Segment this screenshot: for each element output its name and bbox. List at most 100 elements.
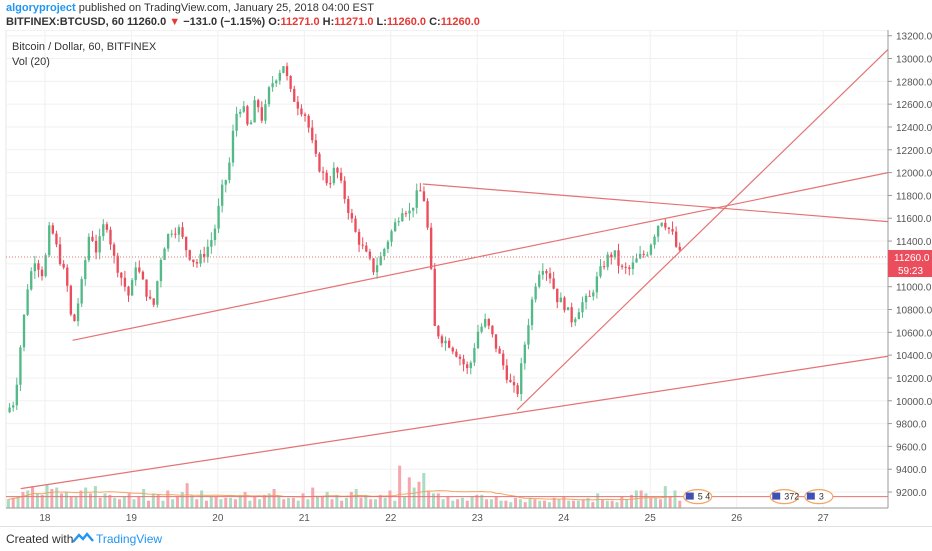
candle-up — [210, 240, 213, 247]
candle-down — [120, 272, 123, 278]
volume-bar-up — [441, 499, 445, 508]
volume-bar-down — [639, 490, 643, 508]
volume-bar-up — [354, 489, 358, 508]
candle-up — [408, 210, 411, 214]
candle-up — [393, 222, 397, 232]
axes: 9200.0 9400.0 9600.0 9800.0 10000.0 10200.0 10… — [6, 30, 932, 524]
candle-down — [426, 201, 429, 228]
volume-bar-down — [89, 493, 93, 508]
candle-down — [552, 278, 555, 289]
trendline[interactable] — [516, 48, 889, 411]
volume-bar-down — [349, 491, 353, 508]
volume-bar-up — [277, 496, 281, 508]
candle-down — [285, 66, 289, 77]
volume-bar-down — [485, 499, 489, 508]
candle-up — [534, 286, 537, 300]
chart-area[interactable]: 9200.0 9400.0 9600.0 9800.0 10000.0 10200.0 10… — [0, 29, 932, 526]
publish-line: algoryproject published on TradingView.c… — [6, 2, 374, 14]
volume-bar-down — [137, 496, 141, 508]
price-chart[interactable]: 9200.0 9400.0 9600.0 9800.0 10000.0 10200.0 10… — [0, 29, 932, 526]
candle-up — [631, 262, 635, 269]
event-badges[interactable]: 5 4 372 3 — [683, 488, 834, 505]
volume-bar-down — [233, 499, 237, 508]
tradingview-brand-link[interactable]: TradingView — [96, 532, 163, 546]
candle-up — [30, 271, 33, 290]
volume-bar-up — [451, 500, 455, 508]
trendlines[interactable] — [6, 48, 889, 498]
volume-bar-up — [547, 502, 551, 508]
candle-up — [397, 221, 400, 223]
high-label: H: — [322, 16, 335, 28]
candle-down — [357, 231, 361, 245]
candle-down — [51, 225, 55, 234]
y-tick-label: 9800.0 — [896, 420, 927, 431]
volume-bar-up — [287, 497, 291, 508]
volume-bar-down — [427, 490, 431, 508]
candle-down — [671, 229, 674, 232]
volume-bar-up — [557, 499, 561, 508]
y-tick-label: 11400.0 — [896, 237, 932, 248]
volume-bar-down — [79, 490, 83, 508]
candle-up — [577, 312, 581, 320]
candle-down — [300, 108, 303, 115]
volume-bar-up — [190, 494, 194, 508]
candle-up — [520, 363, 523, 395]
author-link[interactable]: algoryproject — [6, 2, 76, 14]
candle-down — [545, 271, 548, 274]
candle-down — [37, 263, 40, 270]
volume-bar-up — [142, 489, 146, 508]
candle-up — [574, 319, 577, 323]
candle-up — [98, 236, 101, 253]
us-flag-icon — [685, 492, 694, 500]
trendline[interactable] — [72, 172, 889, 341]
x-tick-label: 21 — [299, 513, 311, 524]
trendline[interactable] — [422, 183, 889, 223]
candle-down — [91, 236, 94, 241]
volume-indicator-label[interactable]: Vol (20) — [12, 56, 50, 68]
volume-bar-down — [311, 487, 315, 508]
close-label: C: — [429, 16, 441, 28]
candle-up — [635, 258, 638, 263]
candle-down — [419, 190, 422, 192]
volume-bar-up — [258, 499, 262, 508]
candle-up — [224, 180, 227, 185]
volume-bar-up — [26, 490, 30, 508]
candle-down — [127, 286, 130, 296]
candle-down — [667, 227, 671, 230]
y-tick-label: 10800.0 — [896, 305, 932, 316]
y-tick-label: 12600.0 — [896, 100, 932, 111]
candle-down — [66, 267, 69, 286]
volume-bar-up — [644, 493, 648, 508]
volume-bar-down — [40, 494, 44, 508]
volume-bar-up — [673, 490, 677, 508]
y-tick-label: 12200.0 — [896, 146, 932, 157]
volume-bar-up — [373, 499, 377, 508]
candle-down — [570, 307, 573, 323]
volume-bar-down — [417, 481, 421, 508]
volume-bar-down — [465, 500, 469, 508]
candle-down — [368, 251, 372, 259]
volume-bar-down — [514, 497, 518, 508]
volume-bar-up — [35, 493, 39, 508]
volume-bar-down — [475, 494, 479, 508]
volume-bar-up — [161, 500, 165, 508]
candle-up — [271, 83, 274, 88]
candle-down — [642, 253, 645, 255]
event-badge-count: 3 — [819, 492, 824, 502]
candle-up — [599, 266, 602, 277]
volume-bar-down — [195, 499, 199, 508]
candle-down — [491, 325, 494, 335]
candle-up — [217, 205, 220, 229]
y-tick-label: 10000.0 — [896, 397, 932, 408]
trendline[interactable] — [20, 355, 889, 490]
candle-down — [184, 236, 188, 251]
candle-up — [375, 265, 379, 273]
candle-up — [386, 241, 390, 249]
volume-bar-up — [296, 500, 300, 508]
candle-down — [73, 314, 76, 322]
volume-bars — [6, 465, 682, 508]
candle-down — [556, 288, 559, 303]
y-tick-label: 11000.0 — [896, 283, 932, 294]
candle-down — [361, 244, 364, 246]
volume-bar-down — [543, 500, 547, 508]
